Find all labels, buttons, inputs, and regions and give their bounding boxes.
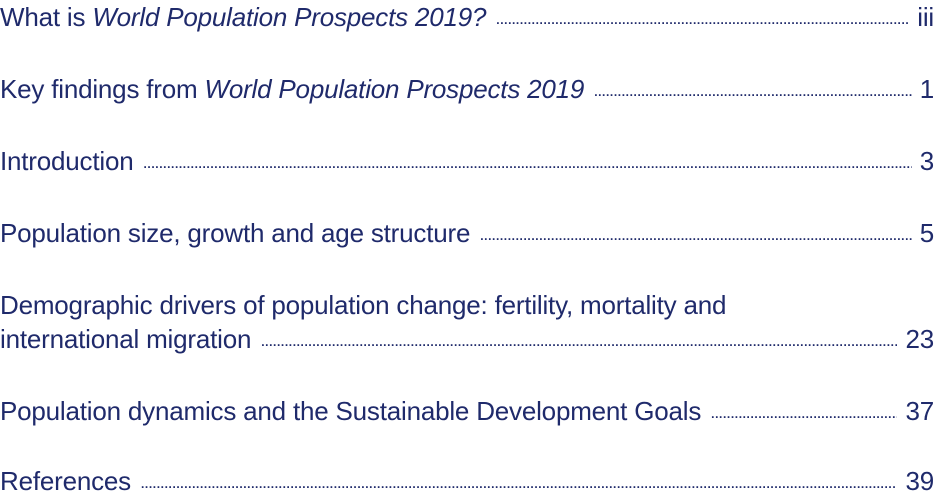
toc-entry-title: References: [0, 466, 131, 496]
dot-leader: [711, 392, 897, 431]
toc-entry-title-line-1: Demographic drivers of population change…: [0, 290, 727, 320]
toc-entry-demographic-drivers[interactable]: Demographic drivers of population change…: [0, 288, 934, 361]
toc-page-number: 1: [919, 74, 934, 104]
dot-leader: [480, 214, 912, 253]
dot-leader: [143, 142, 911, 181]
toc-entry-key-findings[interactable]: Key findings from World Population Prosp…: [0, 72, 934, 111]
dot-leader: [496, 0, 909, 37]
toc-entry-sdg[interactable]: Population dynamics and the Sustainable …: [0, 394, 934, 433]
toc-entry-introduction[interactable]: Introduction 3: [0, 144, 934, 183]
toc-entry-title: international migration: [0, 324, 252, 354]
toc-page-number: 3: [919, 146, 934, 176]
toc-entry-title: Population dynamics and the Sustainable …: [0, 396, 702, 426]
toc-entry-title: What is World Population Prospects 2019?: [0, 2, 487, 32]
dot-leader: [261, 320, 897, 359]
dot-leader: [141, 462, 898, 501]
toc-entry-population-size[interactable]: Population size, growth and age structur…: [0, 216, 934, 255]
toc-page-number: 39: [905, 466, 934, 496]
toc-entry-what-is[interactable]: What is World Population Prospects 2019?…: [0, 0, 934, 39]
toc-page-number: 23: [905, 324, 934, 354]
dot-leader: [594, 70, 912, 109]
toc-page-number: iii: [917, 2, 934, 32]
toc-entry-title: Population size, growth and age structur…: [0, 218, 471, 248]
toc-entry-title: Introduction: [0, 146, 134, 176]
toc-entry-references[interactable]: References 39: [0, 464, 934, 503]
toc-entry-title: Key findings from World Population Prosp…: [0, 74, 585, 104]
toc-page-number: 5: [919, 218, 934, 248]
toc-page-number: 37: [905, 396, 934, 426]
